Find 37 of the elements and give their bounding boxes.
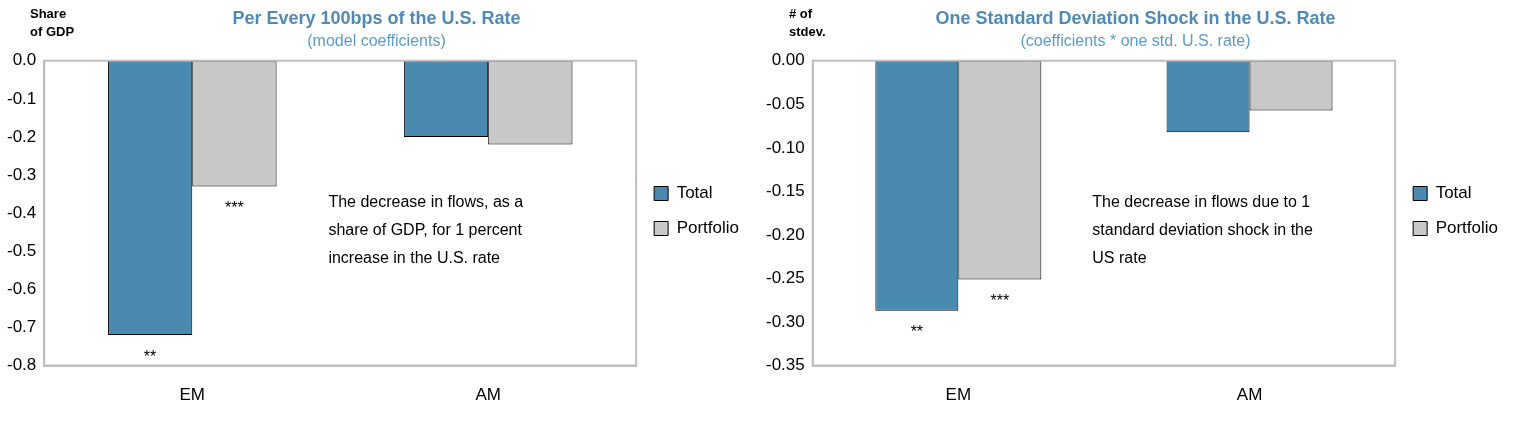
annotation: **: [143, 347, 157, 365]
y-tick-label: -0.4: [7, 202, 37, 222]
legend-label: Total: [676, 183, 713, 203]
y-tick-label: -0.7: [7, 317, 37, 337]
y-tick-label: -0.35: [766, 355, 805, 375]
y-tick-label: -0.1: [7, 88, 37, 108]
chart-subtitle: (model coefficients): [307, 31, 446, 49]
y-axis-title: # of stdev.: [789, 6, 826, 40]
y-tick-label: 0.00: [771, 50, 805, 70]
y-tick-label: -0.2: [7, 126, 37, 146]
x-tick-label: AM: [1236, 385, 1263, 405]
y-tick-label: -0.30: [766, 311, 805, 331]
annotation: The decrease in flows due to 1 standard deviation shock in the US rate: [1092, 193, 1313, 267]
y-tick-label: -0.10: [766, 137, 805, 157]
y-tick-label: -0.8: [7, 355, 37, 375]
chart-title: Per Every 100bps of the U.S. Rate: [232, 7, 521, 28]
x-tick-label: AM: [475, 385, 501, 405]
x-tick-label: EM: [945, 385, 972, 405]
annotation: ***: [990, 291, 1010, 309]
chart-subtitle: (coefficients * one std. U.S. rate): [1020, 31, 1251, 49]
legend-label: Portfolio: [1435, 218, 1499, 238]
x-tick-label: EM: [179, 385, 205, 405]
annotation: The decrease in flows, as a share of GDP, for 1 percent increase in the U.S. rate: [328, 193, 524, 267]
y-tick-label: -0.3: [7, 164, 37, 184]
y-tick-label: -0.20: [766, 224, 805, 244]
y-tick-label: -0.6: [7, 279, 37, 299]
y-axis-title: Share of GDP: [30, 6, 75, 40]
y-tick-label: -0.5: [7, 240, 37, 260]
y-tick-label: -0.05: [766, 94, 805, 114]
legend-label: Portfolio: [676, 218, 740, 238]
y-tick-label: 0.0: [12, 50, 37, 70]
annotation: ***: [225, 198, 244, 216]
y-tick-label: -0.15: [766, 181, 805, 201]
chart-title: One Standard Deviation Shock in the U.S. Rate: [935, 7, 1336, 28]
annotation: **: [910, 323, 924, 341]
y-tick-label: -0.25: [766, 268, 805, 288]
legend-label: Total: [1435, 183, 1472, 203]
